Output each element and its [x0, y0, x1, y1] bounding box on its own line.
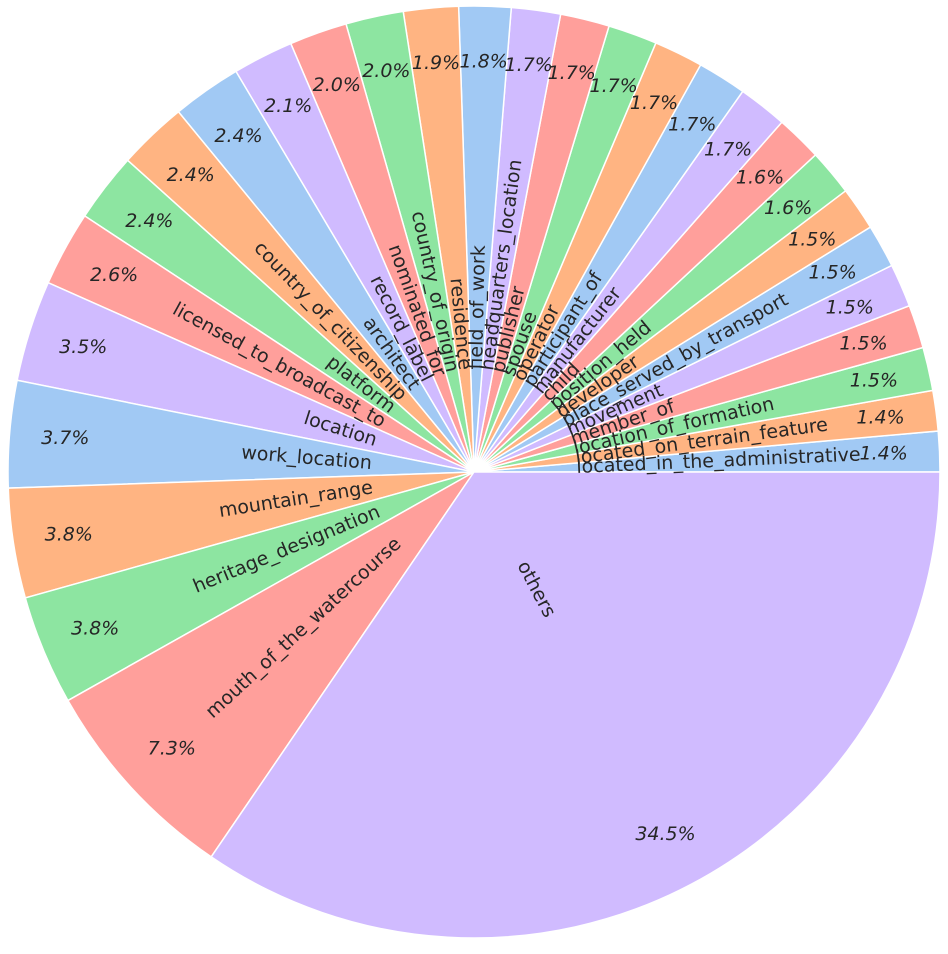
- percentage-label: 1.5%: [826, 296, 874, 318]
- percentage-label: 1.7%: [668, 113, 716, 135]
- percentage-label: 2.1%: [264, 95, 312, 117]
- percentage-label: 1.6%: [736, 167, 784, 189]
- percentage-label: 2.0%: [362, 60, 410, 82]
- percentage-label: 2.4%: [125, 210, 173, 232]
- percentage-label: 1.5%: [850, 370, 898, 392]
- percentage-label: 1.9%: [412, 52, 460, 74]
- percentage-label: 1.7%: [630, 92, 678, 114]
- percentage-label: 1.5%: [839, 332, 887, 354]
- percentage-label: 1.5%: [808, 262, 856, 284]
- percentage-label: 1.7%: [704, 139, 752, 161]
- percentage-label: 1.4%: [860, 442, 908, 464]
- percentage-label: 3.8%: [71, 618, 119, 640]
- percentage-label: 1.8%: [460, 51, 508, 73]
- percentage-label: 1.4%: [856, 406, 904, 428]
- category-label: field_of_work: [465, 245, 490, 370]
- percentage-label: 34.5%: [635, 823, 695, 845]
- percentage-label: 2.0%: [313, 74, 361, 96]
- percentage-label: 1.7%: [590, 75, 638, 97]
- percentage-label: 1.6%: [764, 197, 812, 219]
- percentage-label: 3.5%: [59, 336, 107, 358]
- percentage-label: 2.4%: [214, 125, 262, 147]
- pie-slices: [7, 5, 941, 939]
- pie-slice-others: [210, 471, 941, 939]
- pie-slice-mouth-of-the-watercourse: [66, 471, 475, 858]
- percentage-label: 2.4%: [167, 164, 215, 186]
- percentage-label: 2.6%: [90, 264, 138, 286]
- percentage-label: 3.8%: [45, 523, 93, 545]
- percentage-label: 1.7%: [548, 62, 596, 84]
- percentage-label: 1.5%: [788, 229, 836, 251]
- percentage-label: 7.3%: [148, 738, 196, 760]
- percentage-label: 1.7%: [504, 54, 552, 76]
- percentage-labels: 1.4% 1.4% 1.5% 1.5% 1.5% 1.5% 1.5% 1.6% 1.6% 1.7%…: [41, 51, 908, 846]
- percentage-label: 3.7%: [41, 427, 89, 449]
